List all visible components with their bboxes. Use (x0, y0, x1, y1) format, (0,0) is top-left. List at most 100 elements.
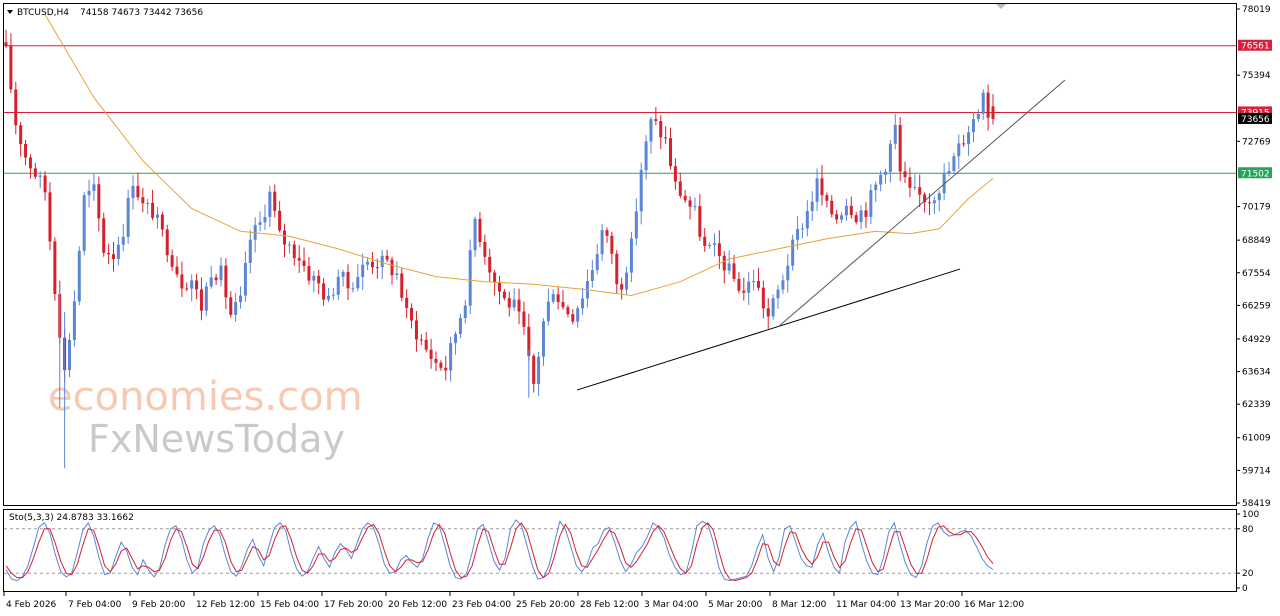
candle[interactable] (986, 84, 990, 131)
candle[interactable] (908, 167, 912, 198)
candle[interactable] (136, 172, 140, 201)
candle[interactable] (385, 249, 389, 263)
candle[interactable] (673, 158, 677, 190)
candle[interactable] (805, 200, 809, 237)
candle[interactable] (644, 135, 648, 180)
candle[interactable] (263, 204, 267, 230)
candle[interactable] (229, 291, 233, 318)
candle[interactable] (864, 202, 868, 228)
candle[interactable] (175, 256, 179, 278)
candle[interactable] (752, 269, 756, 291)
candle[interactable] (981, 89, 985, 120)
candle[interactable] (610, 231, 614, 265)
candle[interactable] (634, 198, 638, 246)
candle[interactable] (810, 191, 814, 221)
candle[interactable] (209, 265, 213, 289)
candle[interactable] (151, 189, 155, 221)
candle[interactable] (258, 211, 262, 232)
candle[interactable] (180, 261, 184, 298)
candle[interactable] (717, 230, 721, 269)
candle[interactable] (952, 152, 956, 175)
candle[interactable] (419, 334, 423, 346)
candle[interactable] (410, 303, 414, 329)
candle[interactable] (253, 217, 257, 253)
candle[interactable] (478, 211, 482, 247)
candle[interactable] (19, 121, 23, 157)
candle[interactable] (224, 258, 228, 310)
candle[interactable] (92, 173, 96, 201)
candle[interactable] (605, 227, 609, 243)
candle[interactable] (239, 286, 243, 309)
candle[interactable] (9, 33, 13, 94)
candle[interactable] (688, 196, 692, 220)
candle[interactable] (141, 187, 145, 213)
candle[interactable] (483, 234, 487, 265)
candle[interactable] (268, 185, 272, 227)
candle[interactable] (874, 181, 878, 202)
candle[interactable] (111, 241, 115, 272)
candle[interactable] (424, 331, 428, 353)
candle[interactable] (248, 230, 252, 274)
moving-average-line[interactable] (44, 14, 994, 297)
candle[interactable] (375, 258, 379, 279)
candle[interactable] (512, 288, 516, 311)
candle[interactable] (581, 287, 585, 315)
candle[interactable] (615, 250, 619, 294)
candle[interactable] (830, 195, 834, 218)
candle[interactable] (703, 228, 707, 252)
candle[interactable] (537, 351, 541, 397)
candle[interactable] (190, 274, 194, 302)
candle[interactable] (24, 139, 28, 166)
candle[interactable] (493, 269, 497, 296)
candle[interactable] (659, 115, 663, 150)
candle[interactable] (405, 289, 409, 319)
candle[interactable] (297, 245, 301, 273)
candle[interactable] (204, 281, 208, 317)
candle[interactable] (346, 264, 350, 301)
candle[interactable] (888, 140, 892, 183)
candle[interactable] (126, 189, 130, 244)
candle[interactable] (859, 205, 863, 230)
stochastic-signal-line[interactable] (5, 522, 994, 582)
candle[interactable] (918, 174, 922, 208)
candle[interactable] (454, 331, 458, 355)
candle[interactable] (629, 231, 633, 283)
candle[interactable] (326, 287, 330, 302)
candle[interactable] (87, 179, 91, 208)
candle[interactable] (742, 277, 746, 301)
candle[interactable] (429, 338, 433, 369)
candle[interactable] (283, 223, 287, 258)
candle[interactable] (366, 257, 370, 271)
candle[interactable] (791, 234, 795, 271)
candle[interactable] (341, 269, 345, 287)
candle[interactable] (414, 310, 418, 352)
candle[interactable] (336, 269, 340, 301)
candle[interactable] (292, 240, 296, 266)
candle[interactable] (625, 266, 629, 295)
candle[interactable] (600, 223, 604, 261)
candle[interactable] (756, 268, 760, 291)
trendline-1[interactable] (576, 268, 961, 391)
candle[interactable] (68, 333, 72, 378)
candle[interactable] (77, 246, 81, 306)
candle[interactable] (541, 318, 545, 366)
candle[interactable] (664, 126, 668, 145)
candle[interactable] (322, 277, 326, 306)
candle[interactable] (771, 294, 775, 320)
candle[interactable] (102, 212, 106, 257)
candle[interactable] (502, 289, 506, 301)
candle[interactable] (712, 233, 716, 257)
candle[interactable] (331, 287, 335, 301)
candle[interactable] (473, 216, 477, 257)
candle[interactable] (844, 198, 848, 221)
candle[interactable] (449, 336, 453, 382)
candle[interactable] (160, 211, 164, 237)
candle[interactable] (302, 247, 306, 272)
candle[interactable] (776, 284, 780, 309)
candle[interactable] (937, 190, 941, 212)
candle[interactable] (639, 162, 643, 225)
candle[interactable] (488, 248, 492, 282)
candle[interactable] (884, 168, 888, 184)
candle[interactable] (273, 184, 277, 218)
candle[interactable] (566, 304, 570, 318)
